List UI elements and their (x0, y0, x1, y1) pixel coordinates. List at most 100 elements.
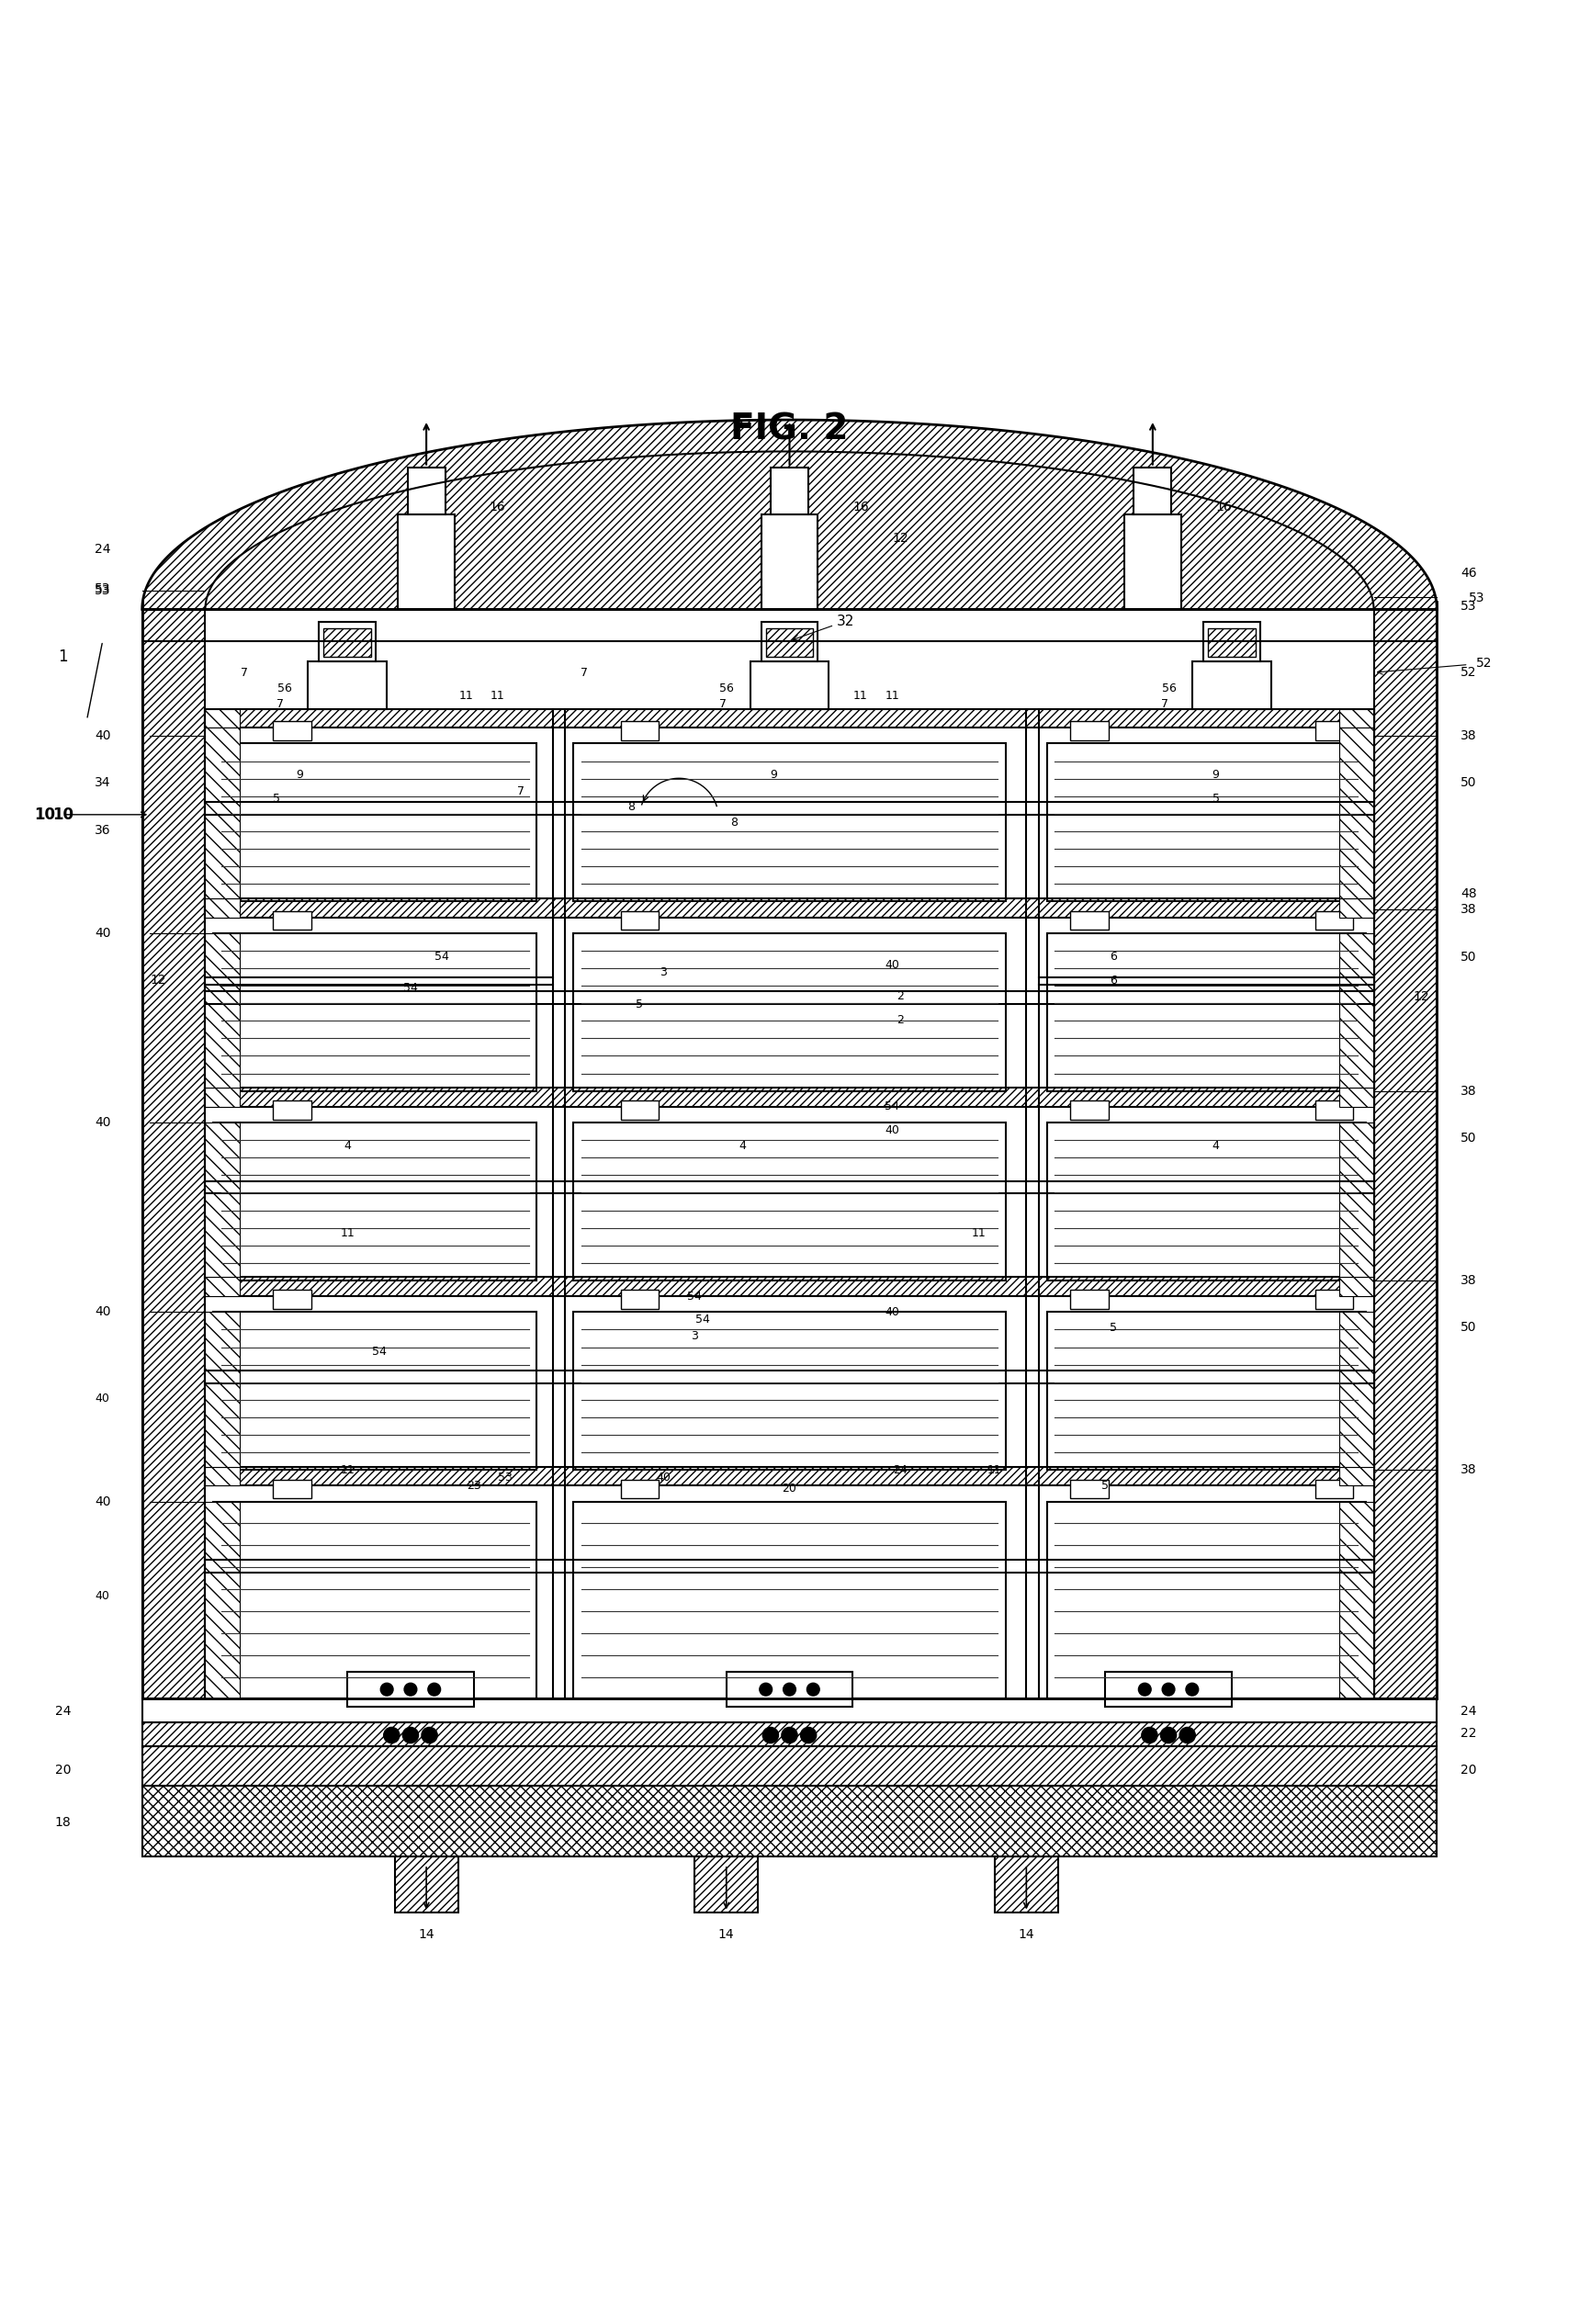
Text: 14: 14 (418, 1929, 434, 1941)
Text: 16: 16 (489, 500, 505, 514)
Text: 11: 11 (884, 690, 900, 702)
Text: 34: 34 (95, 776, 111, 790)
Text: 14: 14 (718, 1929, 734, 1941)
Bar (273, 1480, 311, 1499)
Bar (621, 1102, 658, 1120)
Bar (1339, 709, 1374, 727)
Text: 50: 50 (1461, 776, 1476, 790)
Text: 20: 20 (55, 1764, 71, 1776)
Bar (1124, 514, 1181, 609)
Bar (761, 623, 818, 662)
Bar (1047, 1313, 1366, 1469)
Bar (213, 1501, 537, 1699)
Text: 40: 40 (95, 730, 111, 741)
Bar (771, 467, 808, 514)
Circle shape (1161, 1727, 1176, 1743)
Bar (347, 1671, 474, 1706)
Bar (213, 744, 537, 902)
Bar (1071, 1102, 1108, 1120)
Bar (205, 932, 240, 1088)
Text: 11: 11 (339, 1227, 355, 1239)
Bar (1339, 1088, 1374, 1106)
Bar (1047, 932, 1366, 1090)
Text: 56: 56 (278, 683, 292, 695)
Circle shape (1186, 1683, 1198, 1697)
Text: 7: 7 (276, 697, 284, 711)
Bar (726, 1671, 853, 1706)
Bar (621, 1480, 658, 1499)
Text: 38: 38 (1461, 1274, 1476, 1287)
Circle shape (1142, 1727, 1157, 1743)
Text: FIG. 2: FIG. 2 (731, 411, 848, 446)
Bar (1047, 1501, 1366, 1699)
Text: 5: 5 (1213, 792, 1219, 804)
Bar (142, 1699, 1437, 1722)
Bar (573, 744, 1006, 902)
Text: 54: 54 (434, 951, 450, 962)
Bar (1071, 720, 1108, 741)
Text: 40: 40 (95, 1306, 111, 1318)
Text: 12: 12 (892, 532, 908, 544)
Bar (1339, 1313, 1374, 1466)
Bar (319, 623, 376, 662)
Text: 40: 40 (95, 1494, 111, 1508)
Bar (205, 1088, 240, 1106)
Text: 10: 10 (52, 806, 74, 823)
Bar (1105, 1671, 1232, 1706)
Bar (621, 911, 658, 930)
Text: 14: 14 (1018, 1929, 1034, 1941)
Bar (213, 932, 537, 1090)
Text: 54: 54 (884, 1102, 900, 1113)
Bar (142, 1722, 1437, 1745)
Bar (205, 1501, 240, 1699)
Text: 10: 10 (35, 806, 55, 823)
Text: 40: 40 (95, 927, 111, 939)
Bar (205, 1278, 1374, 1297)
Text: 50: 50 (1461, 1132, 1476, 1146)
Text: 24: 24 (95, 544, 111, 555)
Text: 18: 18 (55, 1815, 71, 1829)
Bar (205, 899, 1374, 918)
Text: 6: 6 (1110, 951, 1116, 962)
Text: 4: 4 (344, 1141, 351, 1153)
Text: 4: 4 (739, 1141, 745, 1153)
Text: 40: 40 (884, 1306, 900, 1318)
Bar (995, 1857, 1058, 1913)
Circle shape (801, 1727, 816, 1743)
Circle shape (763, 1727, 778, 1743)
Circle shape (782, 1727, 797, 1743)
Bar (205, 709, 1374, 727)
Bar (573, 932, 1006, 1090)
Bar (1315, 720, 1353, 741)
Bar (1315, 911, 1353, 930)
Bar (1071, 1290, 1108, 1308)
Bar (205, 1122, 240, 1278)
Text: 48: 48 (1461, 888, 1476, 899)
Text: 40: 40 (884, 957, 900, 971)
Bar (395, 1857, 458, 1913)
Bar (407, 467, 445, 514)
Bar (142, 1745, 1437, 1785)
Text: 11: 11 (489, 690, 505, 702)
Text: 50: 50 (1461, 951, 1476, 962)
Bar (142, 609, 205, 1699)
Circle shape (384, 1727, 399, 1743)
Text: 4: 4 (1213, 1141, 1219, 1153)
Text: 52: 52 (1461, 667, 1476, 679)
Text: 40: 40 (95, 1590, 111, 1601)
Circle shape (381, 1683, 393, 1697)
Text: 11: 11 (971, 1227, 987, 1239)
Text: 7: 7 (242, 667, 248, 679)
Circle shape (807, 1683, 820, 1697)
Text: 24: 24 (1461, 1706, 1476, 1717)
Text: 22: 22 (1461, 1727, 1476, 1741)
Bar (205, 1313, 240, 1466)
Bar (213, 1313, 537, 1469)
Text: 53: 53 (95, 583, 111, 597)
Text: 40: 40 (95, 1392, 111, 1404)
Text: 53: 53 (497, 1471, 513, 1483)
Text: 46: 46 (1461, 567, 1476, 579)
Text: 2: 2 (897, 1013, 903, 1025)
Text: 24: 24 (892, 1464, 908, 1476)
Text: 6: 6 (1110, 974, 1116, 985)
